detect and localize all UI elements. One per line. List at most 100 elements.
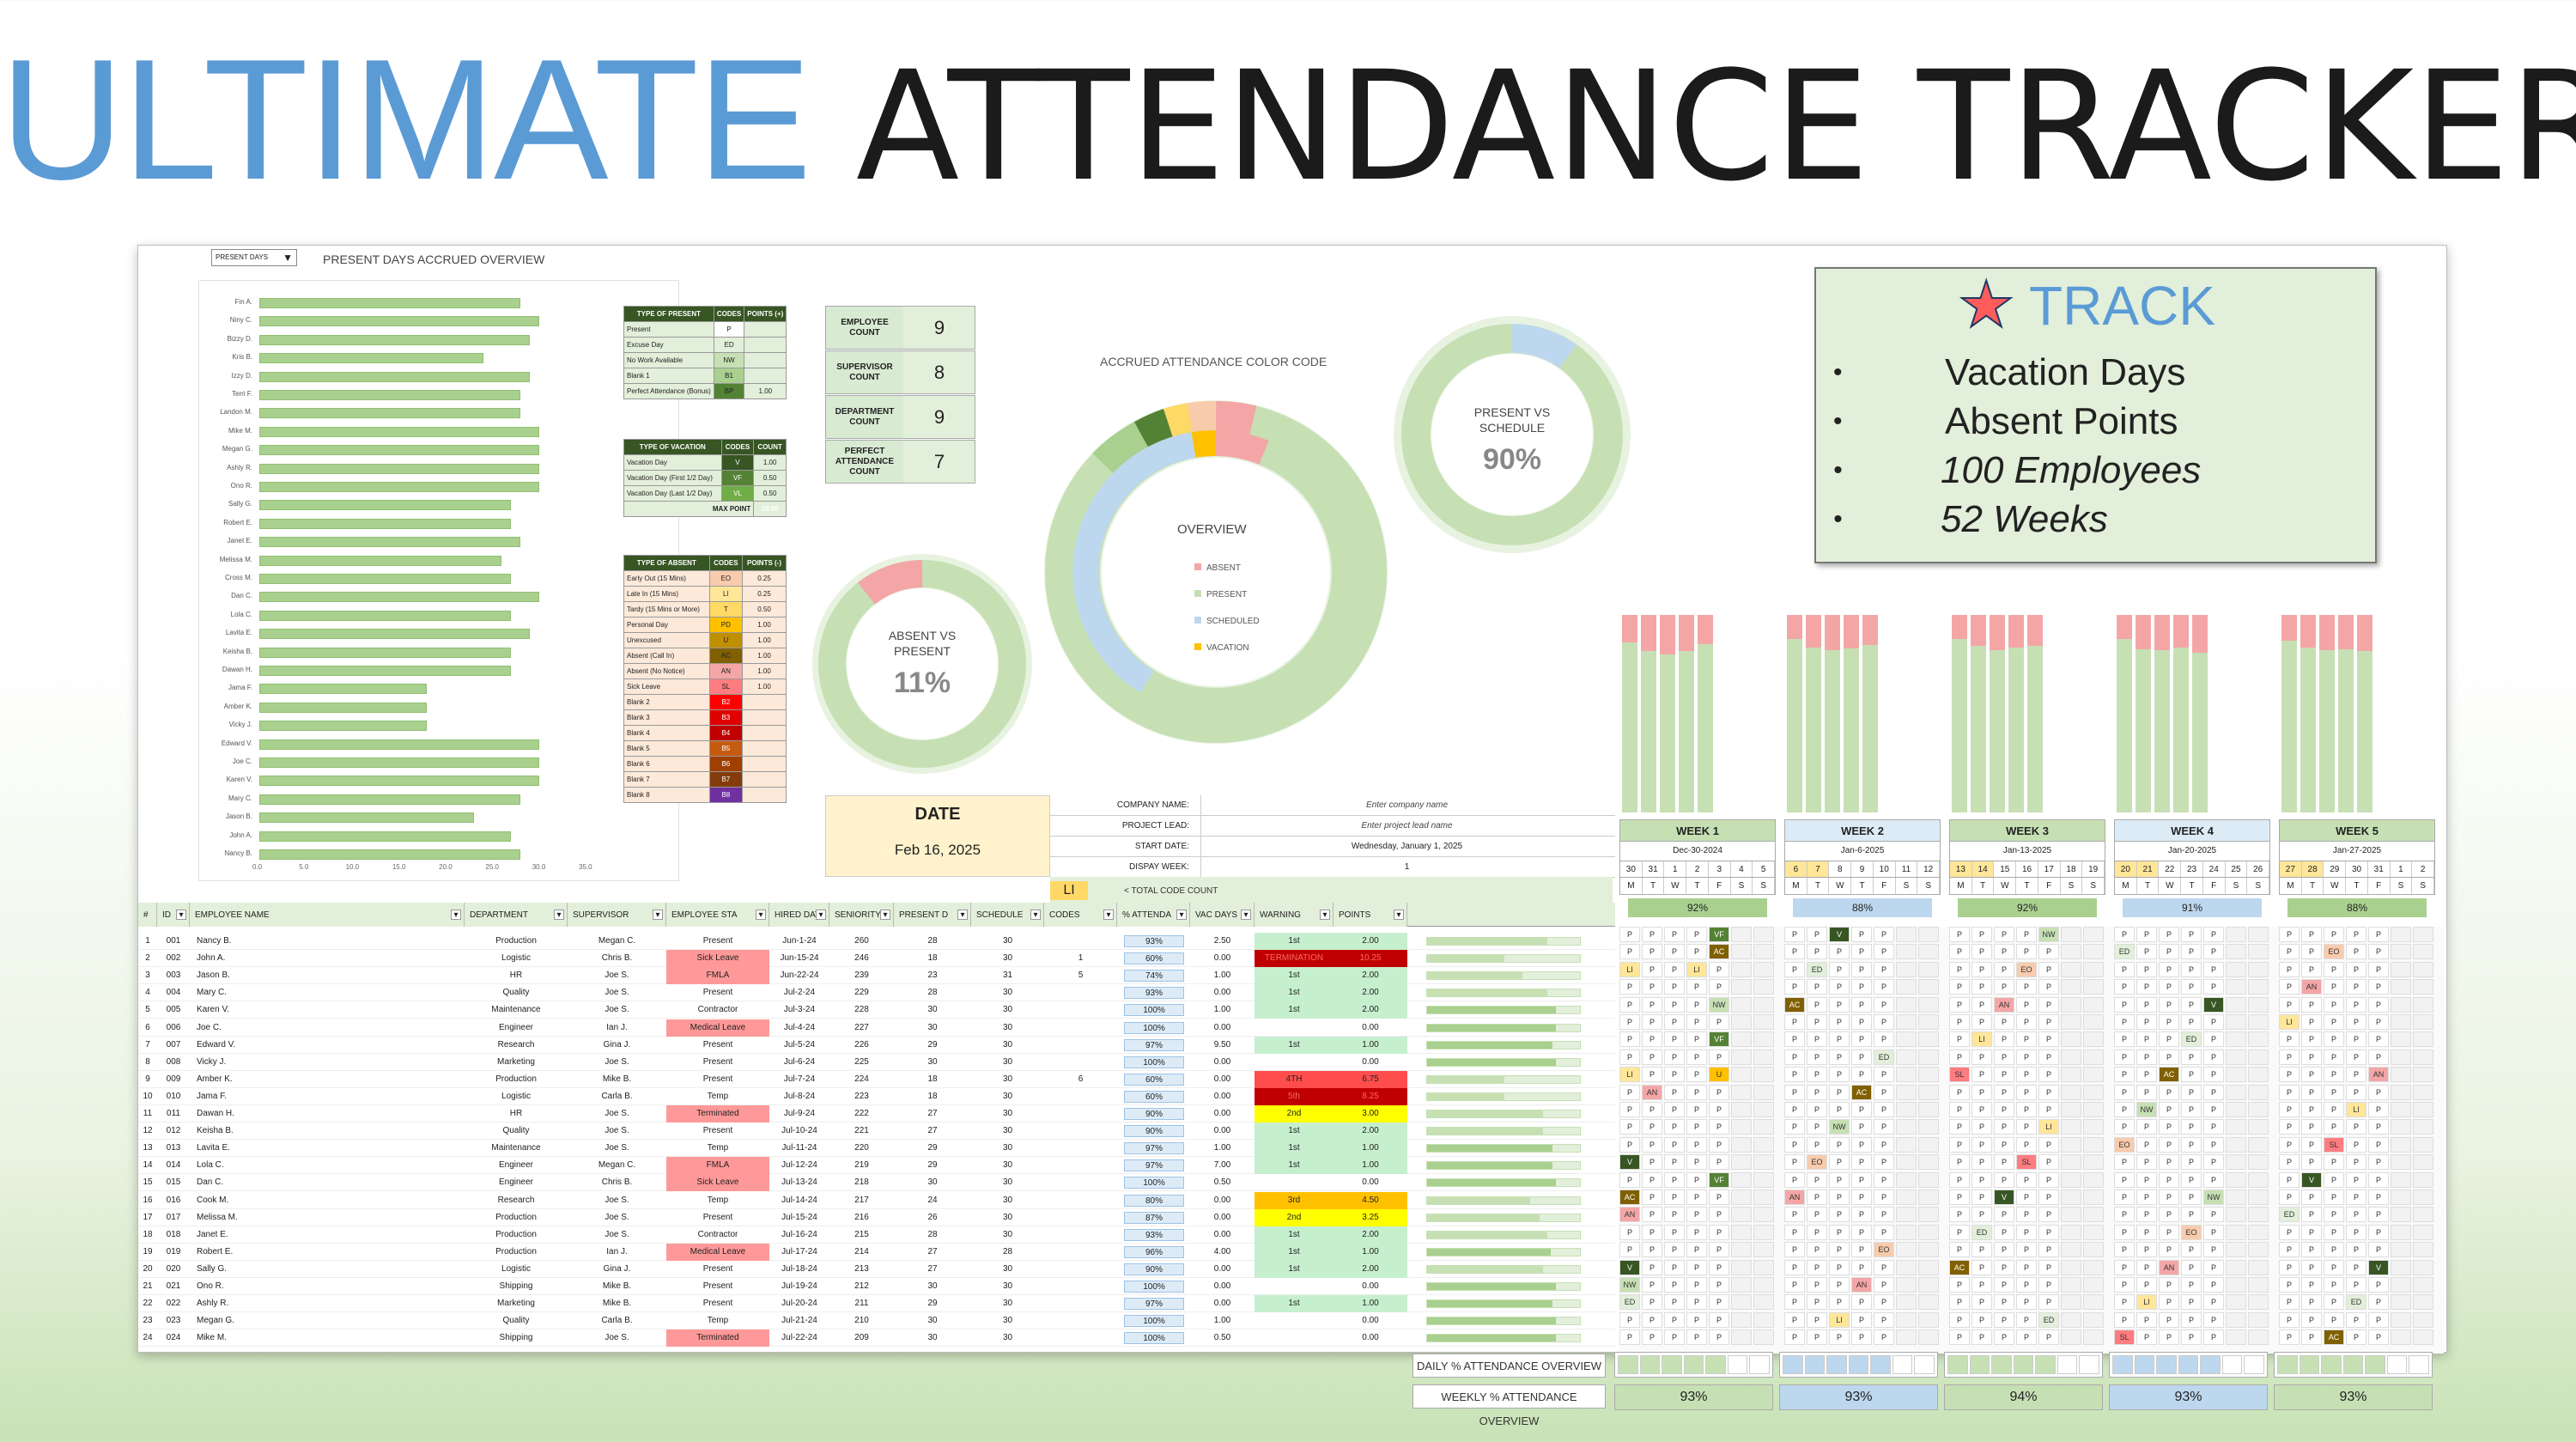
attendance-cell[interactable]: P xyxy=(1807,1311,1827,1328)
attendance-cell[interactable]: P xyxy=(2114,1084,2135,1100)
attendance-cell[interactable]: P xyxy=(2368,1224,2389,1240)
attendance-cell[interactable]: P xyxy=(1619,1084,1640,1100)
attendance-cell[interactable]: P xyxy=(2301,1084,2322,1100)
attendance-cell[interactable] xyxy=(2061,1329,2081,1346)
attendance-cell[interactable]: P xyxy=(1874,1154,1894,1171)
attendance-cell[interactable] xyxy=(2391,1311,2411,1328)
attendance-cell[interactable]: P xyxy=(1807,1136,1827,1153)
attendance-cell[interactable]: V xyxy=(1829,927,1850,942)
attendance-cell[interactable]: P xyxy=(1664,1311,1685,1328)
attendance-cell[interactable] xyxy=(2083,1049,2104,1065)
attendance-cell[interactable] xyxy=(1753,1242,1774,1258)
attendance-cell[interactable]: P xyxy=(1874,1136,1894,1153)
attendance-cell[interactable] xyxy=(2413,1224,2433,1240)
attendance-cell[interactable]: P xyxy=(2159,1102,2179,1117)
attendance-cell[interactable]: P xyxy=(1642,1311,1662,1328)
table-row[interactable]: 13 013 Lavita E. Maintenance Joe S. Temp Jul-1… xyxy=(138,1140,1615,1158)
attendance-cell[interactable]: P xyxy=(1971,996,1992,1013)
attendance-cell[interactable]: P xyxy=(1829,1189,1850,1205)
attendance-cell[interactable] xyxy=(2083,1136,2104,1153)
week-header[interactable]: WEEK 3 xyxy=(1949,819,2105,842)
attendance-cell[interactable] xyxy=(1753,1014,1774,1030)
attendance-cell[interactable] xyxy=(1731,1259,1752,1275)
attendance-cell[interactable]: P xyxy=(2301,1102,2322,1117)
attendance-cell[interactable]: P xyxy=(2114,1102,2135,1117)
attendance-cell[interactable]: P xyxy=(1686,1242,1707,1258)
attendance-cell[interactable] xyxy=(2413,1136,2433,1153)
attendance-cell[interactable]: AC xyxy=(1619,1189,1640,1205)
attendance-cell[interactable]: P xyxy=(1807,1294,1827,1311)
attendance-cell[interactable] xyxy=(2391,1136,2411,1153)
attendance-cell[interactable]: P xyxy=(2203,1031,2224,1048)
attendance-cell[interactable] xyxy=(2413,1084,2433,1100)
attendance-cell[interactable]: P xyxy=(2203,1119,2224,1135)
attendance-cell[interactable]: P xyxy=(1851,1067,1872,1083)
attendance-cell[interactable]: P xyxy=(2016,1014,2037,1030)
attendance-cell[interactable]: P xyxy=(2368,927,2389,942)
attendance-cell[interactable]: P xyxy=(2301,1259,2322,1275)
attendance-cell[interactable]: P xyxy=(1709,1049,1729,1065)
attendance-cell[interactable]: P xyxy=(1994,1294,2014,1311)
attendance-cell[interactable]: P xyxy=(2181,961,2202,977)
attendance-cell[interactable] xyxy=(1918,961,1939,977)
attendance-cell[interactable]: P xyxy=(2279,1031,2300,1048)
attendance-cell[interactable]: P xyxy=(2181,979,2202,995)
attendance-cell[interactable]: P xyxy=(2203,1259,2224,1275)
table-row[interactable]: 18 018 Janet E. Production Joe S. Contractor J… xyxy=(138,1226,1615,1244)
attendance-cell[interactable] xyxy=(1731,927,1752,942)
attendance-cell[interactable]: P xyxy=(2324,1154,2344,1171)
attendance-cell[interactable]: VF xyxy=(1709,1171,1729,1188)
attendance-cell[interactable]: P xyxy=(2016,1224,2037,1240)
attendance-cell[interactable]: P xyxy=(2203,1102,2224,1117)
attendance-cell[interactable]: P xyxy=(2324,1294,2344,1311)
attendance-cell[interactable]: LI xyxy=(2346,1102,2366,1117)
attendance-cell[interactable]: P xyxy=(2016,1329,2037,1346)
attendance-cell[interactable]: P xyxy=(2279,1294,2300,1311)
attendance-cell[interactable] xyxy=(2413,1031,2433,1048)
attendance-cell[interactable] xyxy=(1918,927,1939,942)
table-row[interactable]: 23 023 Megan G. Quality Carla B. Temp Jul-21-2… xyxy=(138,1312,1615,1330)
attendance-cell[interactable] xyxy=(2083,1294,2104,1311)
attendance-cell[interactable]: LI xyxy=(2279,1014,2300,1030)
attendance-cell[interactable] xyxy=(1731,1049,1752,1065)
attendance-cell[interactable] xyxy=(2226,1049,2246,1065)
attendance-cell[interactable]: P xyxy=(2016,979,2037,995)
attendance-cell[interactable] xyxy=(1753,1119,1774,1135)
attendance-cell[interactable]: EO xyxy=(2114,1136,2135,1153)
attendance-cell[interactable]: P xyxy=(1874,1207,1894,1223)
attendance-cell[interactable]: P xyxy=(1851,996,1872,1013)
attendance-cell[interactable]: P xyxy=(1642,1031,1662,1048)
attendance-cell[interactable]: P xyxy=(1949,1049,1970,1065)
attendance-cell[interactable] xyxy=(2061,1259,2081,1275)
attendance-cell[interactable]: LI xyxy=(1686,961,1707,977)
attendance-cell[interactable] xyxy=(1731,1154,1752,1171)
attendance-cell[interactable]: P xyxy=(2368,1154,2389,1171)
column-header[interactable]: EMPLOYEE NAME ▾ xyxy=(190,903,465,927)
attendance-cell[interactable]: P xyxy=(2324,1171,2344,1188)
attendance-cell[interactable] xyxy=(2413,1311,2433,1328)
attendance-cell[interactable]: P xyxy=(2181,1049,2202,1065)
attendance-cell[interactable]: P xyxy=(1686,1102,1707,1117)
attendance-cell[interactable] xyxy=(2083,1119,2104,1135)
attendance-cell[interactable]: P xyxy=(2368,1014,2389,1030)
attendance-cell[interactable]: P xyxy=(2324,1224,2344,1240)
attendance-cell[interactable] xyxy=(2413,1277,2433,1293)
attendance-cell[interactable]: P xyxy=(1709,1014,1729,1030)
attendance-cell[interactable]: AN xyxy=(1642,1084,1662,1100)
attendance-cell[interactable]: P xyxy=(2203,1049,2224,1065)
attendance-cell[interactable]: P xyxy=(2324,927,2344,942)
attendance-cell[interactable]: P xyxy=(2368,979,2389,995)
attendance-cell[interactable]: P xyxy=(2016,1067,2037,1083)
attendance-cell[interactable] xyxy=(1753,1067,1774,1083)
attendance-cell[interactable] xyxy=(2413,1014,2433,1030)
attendance-cell[interactable]: P xyxy=(2114,1171,2135,1188)
column-header[interactable]: DEPARTMENT ▾ xyxy=(465,903,568,927)
attendance-cell[interactable]: P xyxy=(1994,1207,2014,1223)
attendance-cell[interactable] xyxy=(2391,1084,2411,1100)
attendance-cell[interactable]: P xyxy=(2301,1277,2322,1293)
attendance-cell[interactable] xyxy=(2226,1154,2246,1171)
attendance-cell[interactable]: P xyxy=(1642,1136,1662,1153)
table-row[interactable]: 11 011 Dawan H. HR Joe S. Terminated Jul-9-24 2… xyxy=(138,1105,1615,1123)
attendance-cell[interactable] xyxy=(2248,1136,2269,1153)
attendance-cell[interactable] xyxy=(2413,944,2433,960)
